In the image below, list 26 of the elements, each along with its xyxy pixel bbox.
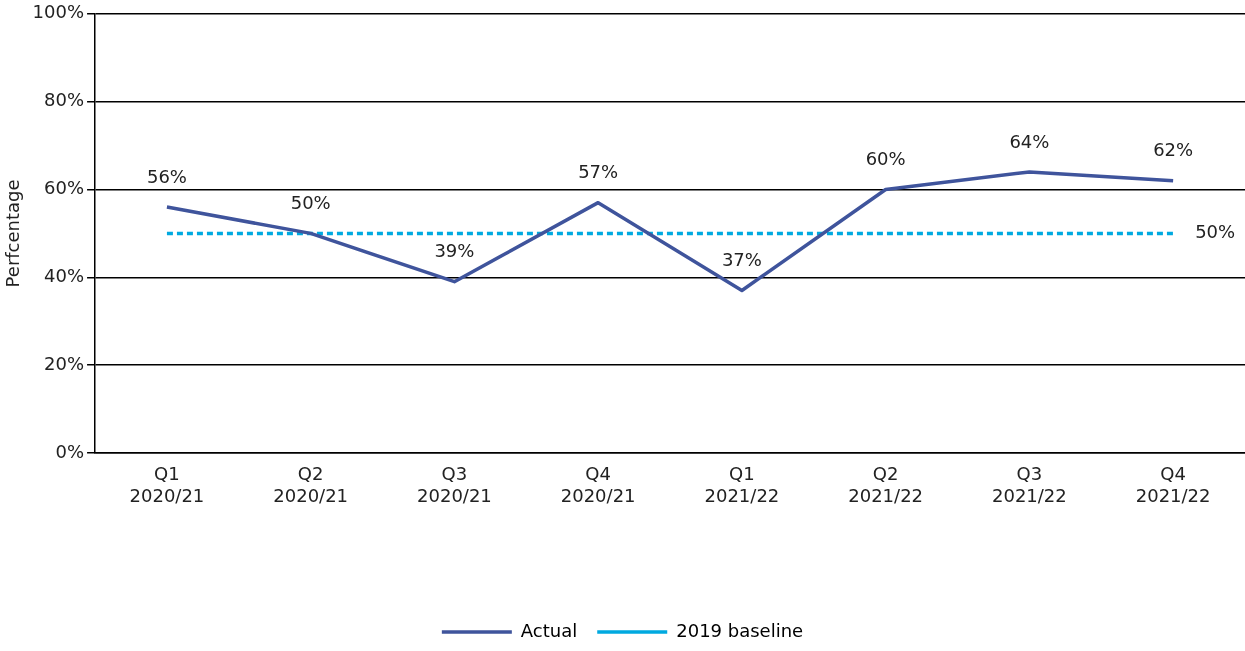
data-label: 50%: [290, 192, 331, 214]
x-tick-label: Q4 2020/21: [560, 463, 636, 507]
y-tick-label: 40%: [44, 264, 85, 286]
x-tick-label: Q3 2021/22: [992, 463, 1067, 507]
y-tick-label: 100%: [32, 1, 85, 23]
data-label: 39%: [434, 240, 475, 262]
x-tick-label: Q1 2021/22: [704, 463, 780, 507]
y-tick-label: 80%: [44, 89, 85, 111]
legend-label: Actual: [520, 619, 578, 641]
y-tick-label: 60%: [44, 177, 85, 199]
x-tick-label: Q2 2021/22: [848, 463, 924, 507]
x-tick-label: Q1 2020/21: [129, 463, 205, 507]
data-label: 37%: [721, 249, 762, 271]
x-tick-label: Q2 2020/21: [273, 463, 349, 507]
data-label: 60%: [865, 148, 906, 170]
x-tick-label: Q3 2020/21: [417, 463, 492, 507]
y-tick-label: 20%: [44, 352, 85, 374]
y-axis-title: Perfcentage: [2, 179, 24, 288]
x-tick-label: Q4 2021/22: [1135, 463, 1211, 507]
data-label: 56%: [146, 165, 187, 187]
data-label: 57%: [578, 161, 619, 183]
data-label: 62%: [1153, 139, 1194, 161]
data-label: 50%: [1195, 221, 1236, 243]
data-label: 64%: [1009, 130, 1050, 152]
y-tick-label: 0%: [55, 440, 85, 462]
legend-label: 2019 baseline: [676, 619, 804, 641]
